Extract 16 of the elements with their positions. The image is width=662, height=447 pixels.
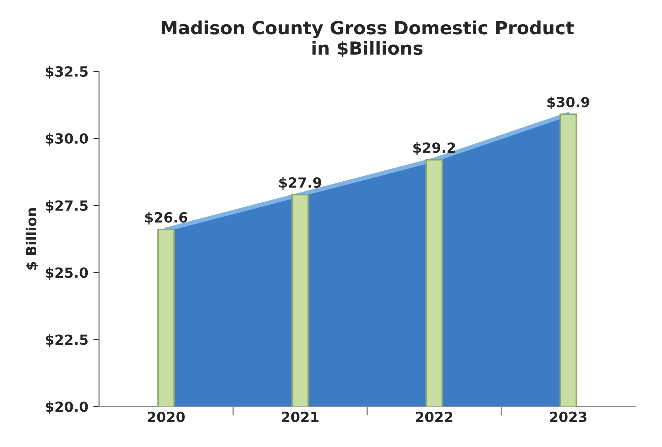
text: $29.2 xyxy=(414,142,456,156)
y-axis-title: $ Billion xyxy=(26,208,39,270)
y-tick-label: $32.5 xyxy=(46,66,88,79)
y-tick-label: $25.0 xyxy=(46,267,88,280)
x-tick-label: 2020 xyxy=(148,412,185,422)
text: $27.9 xyxy=(280,177,322,190)
chart-title: Madison County Gross Domestic Product in $Billions xyxy=(162,20,574,58)
y-tick-label: $27.5 xyxy=(46,200,88,213)
x-tick-label: 2022 xyxy=(416,412,453,422)
text: $26.6 xyxy=(145,212,188,225)
y-tick-label: $30.0 xyxy=(46,133,88,146)
text: $30.9 xyxy=(548,96,590,110)
y-tick-label: $22.5 xyxy=(46,334,88,348)
x-tick-label: 2021 xyxy=(282,412,319,422)
x-tick-label: 2023 xyxy=(550,412,587,422)
y-tick-label: $20.0 xyxy=(46,401,88,414)
